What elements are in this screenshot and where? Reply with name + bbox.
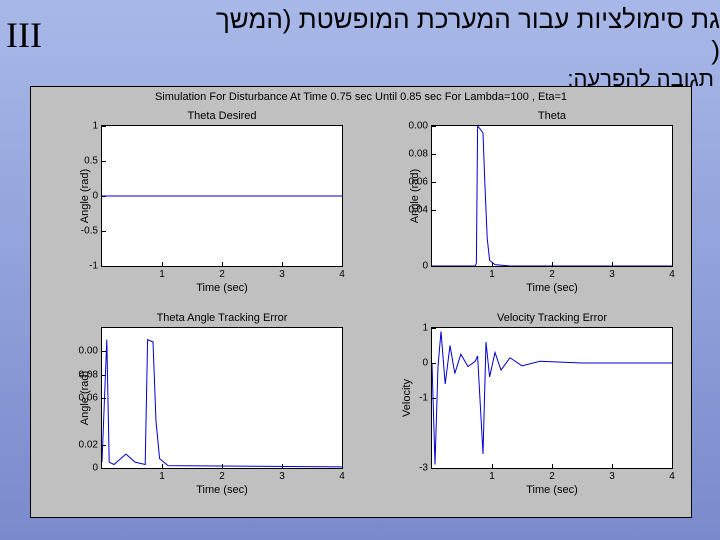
y-tick-label: -1 [419, 393, 432, 404]
x-tick-label: 4 [339, 471, 345, 482]
y-tick-label: 0.00 [409, 121, 432, 132]
y-tick-label: 0 [422, 358, 432, 369]
x-tick-label: 1 [489, 269, 495, 280]
y-tick-label: 0.00 [79, 346, 102, 357]
x-tick-label: 3 [279, 269, 285, 280]
y-tick-label: -3 [419, 463, 432, 474]
figure-area: Simulation For Disturbance At Time 0.75 … [30, 86, 692, 518]
y-tick-label: 0.08 [409, 149, 432, 160]
x-tick-label: 4 [669, 471, 675, 482]
chart-panel-bl: Theta Angle Tracking ErrorTime (sec)Angl… [101, 327, 343, 469]
chart-panel-br: Velocity Tracking ErrorTime (sec)Velocit… [431, 327, 673, 469]
y-tick-label: 0.04 [409, 205, 432, 216]
title-line1: גת סימולציות עבור המערכת המופשטת (המשך [216, 4, 720, 34]
x-tick-label: 2 [549, 471, 555, 482]
y-axis-label: Velocity [401, 379, 413, 417]
x-tick-label: 3 [609, 471, 615, 482]
x-tick-label: 2 [219, 471, 225, 482]
y-tick-label: 0.06 [79, 393, 102, 404]
y-axis-label: Angle (rad) [79, 169, 91, 223]
chart-title: Velocity Tracking Error [432, 312, 672, 324]
y-tick-label: 0 [422, 261, 432, 272]
slide-title: גת סימולציות עבור המערכת המופשטת (המשך ( [0, 0, 720, 66]
x-tick-label: 2 [549, 269, 555, 280]
chart-title: Theta Desired [102, 110, 342, 122]
chart-line [432, 126, 672, 266]
y-tick-label: -1 [89, 261, 102, 272]
x-tick-label: 1 [159, 471, 165, 482]
x-axis-label: Time (sec) [432, 282, 672, 294]
x-tick-label: 3 [609, 269, 615, 280]
chart-line [102, 126, 342, 266]
y-tick-label: 0.02 [79, 439, 102, 450]
chart-panel-tl: Theta DesiredTime (sec)Angle (rad)1234-1… [101, 125, 343, 267]
chart-line [432, 328, 672, 468]
y-tick-label: 1 [92, 121, 102, 132]
x-axis-label: Time (sec) [102, 282, 342, 294]
figure-supertitle: Simulation For Disturbance At Time 0.75 … [31, 91, 691, 103]
x-tick-label: 4 [339, 269, 345, 280]
x-tick-label: 2 [219, 269, 225, 280]
chart-line [102, 328, 342, 468]
y-tick-label: 1 [422, 323, 432, 334]
x-axis-label: Time (sec) [432, 484, 672, 496]
y-tick-label: 0.06 [409, 177, 432, 188]
chart-title: Theta Angle Tracking Error [102, 312, 342, 324]
x-tick-label: 4 [669, 269, 675, 280]
x-tick-label: 1 [159, 269, 165, 280]
x-tick-label: 1 [489, 471, 495, 482]
chart-title: Theta [432, 110, 672, 122]
roman-numeral: III [6, 14, 42, 56]
x-axis-label: Time (sec) [102, 484, 342, 496]
y-tick-label: 0 [92, 191, 102, 202]
x-tick-label: 3 [279, 471, 285, 482]
y-tick-label: 0 [92, 463, 102, 474]
chart-panel-tr: ThetaTime (sec)Angle (rad)123400.040.060… [431, 125, 673, 267]
title-line2: ( [711, 35, 720, 65]
y-tick-label: 0.5 [84, 156, 102, 167]
y-tick-label: -0.5 [81, 226, 102, 237]
y-tick-label: 0.08 [79, 369, 102, 380]
